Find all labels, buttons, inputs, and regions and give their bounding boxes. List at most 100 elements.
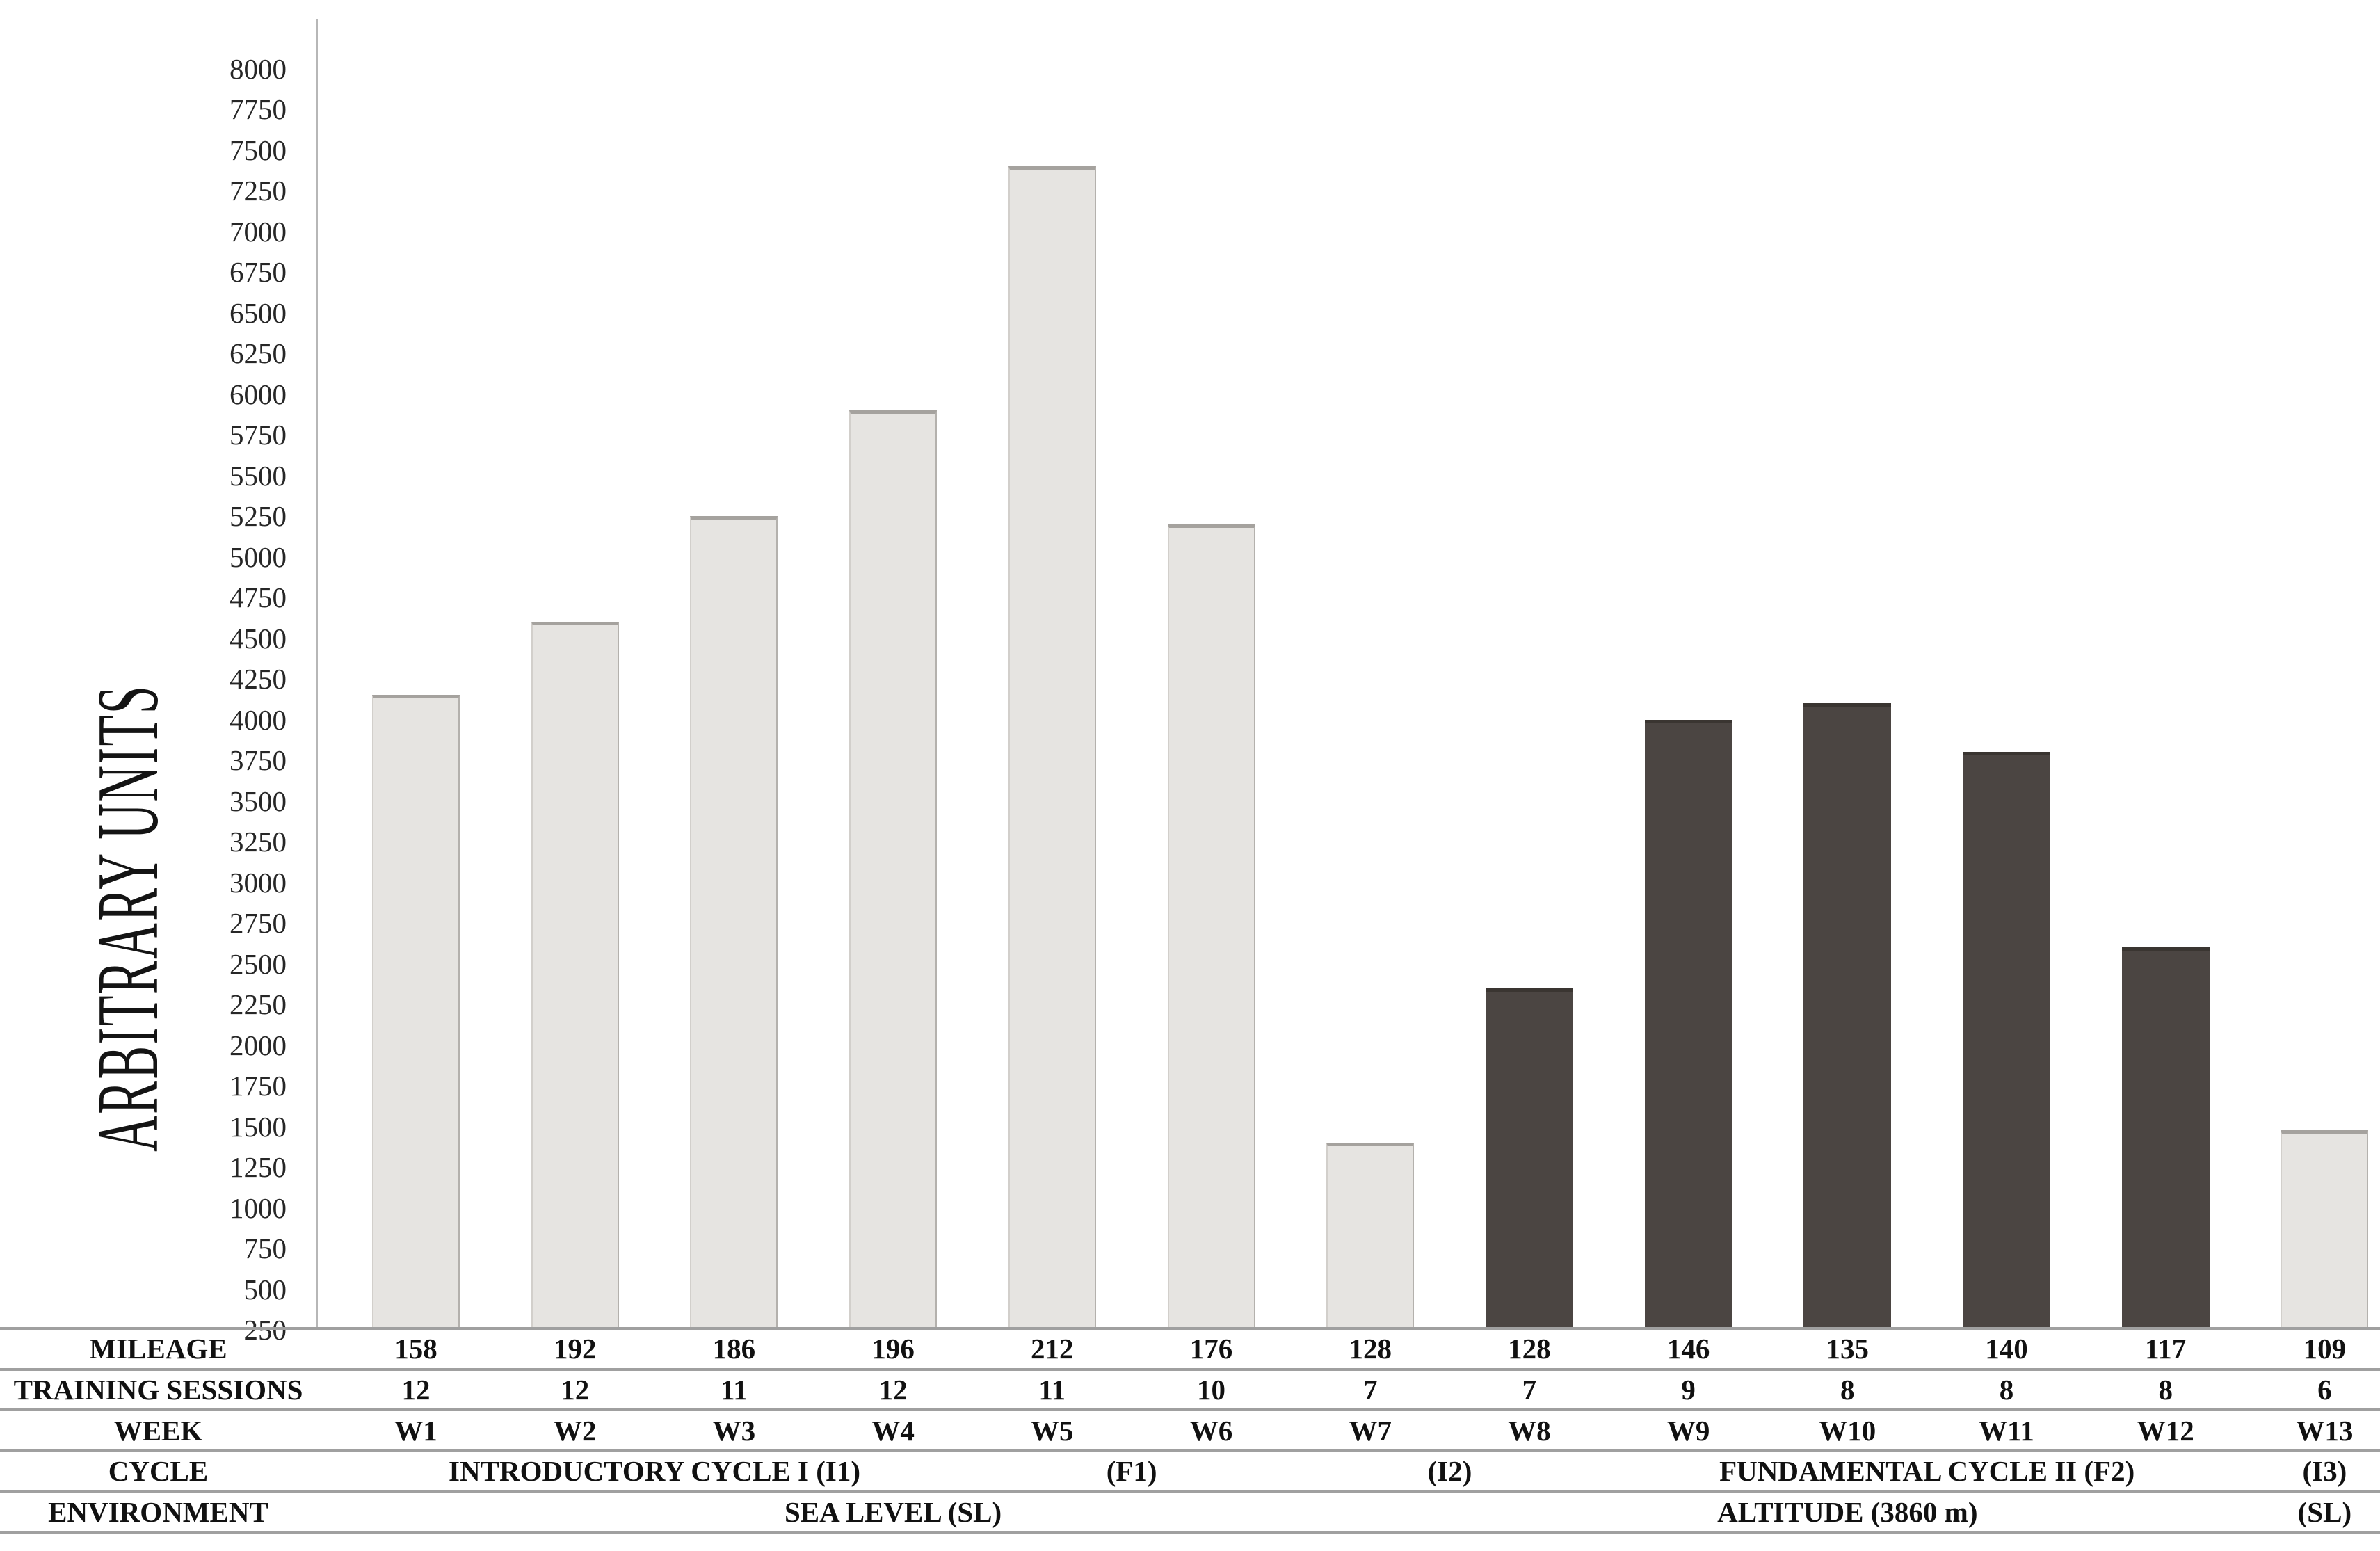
bar-w8	[1485, 988, 1573, 1330]
y-tick-label: 3750	[230, 744, 287, 776]
week-label: W4	[871, 1414, 915, 1447]
mileage-value: 128	[1508, 1333, 1551, 1365]
sessions-value: 11	[1038, 1373, 1066, 1406]
y-tick-label: 5750	[230, 419, 287, 451]
y-tick-label: 1000	[230, 1191, 287, 1224]
week-label: W3	[712, 1414, 756, 1447]
table-rule	[0, 1449, 2380, 1452]
y-tick-label: 7250	[230, 175, 287, 207]
cycle-span: (I2)	[1427, 1455, 1472, 1488]
y-tick-label: 2750	[230, 907, 287, 939]
y-tick-label: 2000	[230, 1029, 287, 1061]
environment-span: ALTITUDE (3860 m)	[1717, 1495, 1978, 1528]
environment-span: (SL)	[2297, 1495, 2352, 1528]
bar-w13	[2281, 1130, 2369, 1330]
sessions-value: 7	[1362, 1373, 1378, 1406]
bar-w1	[372, 695, 460, 1330]
mileage-value: 192	[553, 1333, 597, 1365]
y-tick-label: 1750	[230, 1070, 287, 1102]
bar-w11	[1963, 752, 2050, 1330]
cycle-span: FUNDAMENTAL CYCLE II (F2)	[1719, 1455, 2135, 1488]
sessions-value: 9	[1681, 1373, 1696, 1406]
y-tick-label: 3250	[230, 826, 287, 858]
y-tick-label: 3500	[230, 785, 287, 817]
bar-w7	[1326, 1142, 1415, 1330]
bar-w3	[690, 516, 778, 1330]
week-label: W8	[1508, 1414, 1551, 1447]
table-rule	[0, 1408, 2380, 1412]
mileage-value: 109	[2303, 1333, 2347, 1365]
mileage-value: 135	[1826, 1333, 1870, 1365]
row-label-mileage: MILEAGE	[89, 1333, 227, 1365]
y-tick-label: 7000	[230, 215, 287, 248]
y-tick-label: 8000	[230, 52, 287, 85]
row-label-cycle: CYCLE	[108, 1455, 209, 1488]
week-label: W10	[1819, 1414, 1876, 1447]
sessions-value: 10	[1196, 1373, 1225, 1406]
y-tick-label: 4000	[230, 703, 287, 736]
sessions-value: 11	[721, 1373, 748, 1406]
week-label: W12	[2137, 1414, 2194, 1447]
table-rule	[0, 1367, 2380, 1371]
mileage-value: 140	[1985, 1333, 2028, 1365]
y-tick-label: 5250	[230, 500, 287, 532]
row-label-environment: ENVIRONMENT	[48, 1495, 268, 1528]
bar-w9	[1644, 719, 1732, 1330]
y-tick-label: 1250	[230, 1151, 287, 1183]
bar-w10	[1803, 703, 1892, 1330]
y-tick-label: 4500	[230, 622, 287, 654]
y-tick-label: 6000	[230, 378, 287, 410]
y-tick-label: 2250	[230, 988, 287, 1020]
mileage-value: 212	[1031, 1333, 1074, 1365]
y-tick-label: 4750	[230, 581, 287, 613]
mileage-value: 196	[871, 1333, 915, 1365]
mileage-value: 128	[1349, 1333, 1392, 1365]
week-label: W7	[1349, 1414, 1392, 1447]
week-label: W1	[394, 1414, 437, 1447]
cycle-span: (I3)	[2302, 1455, 2347, 1488]
environment-span: SEA LEVEL (SL)	[784, 1495, 1002, 1528]
y-tick-label: 6500	[230, 296, 287, 329]
y-tick-label: 7500	[230, 134, 287, 166]
sessions-value: 12	[561, 1373, 590, 1406]
y-tick-label: 5500	[230, 459, 287, 492]
y-tick-label: 1500	[230, 1110, 287, 1143]
bar-w2	[531, 622, 619, 1330]
row-label-training-sessions: TRAINING SESSIONS	[13, 1373, 303, 1406]
week-label: W9	[1666, 1414, 1710, 1447]
mileage-value: 186	[712, 1333, 756, 1365]
y-tick-label: 500	[243, 1273, 287, 1305]
sessions-value: 8	[1840, 1373, 1855, 1406]
sessions-value: 12	[401, 1373, 431, 1406]
y-tick-label: 4250	[230, 663, 287, 695]
table-rule	[0, 1531, 2380, 1534]
bar-w12	[2121, 947, 2210, 1330]
y-tick-label: 750	[243, 1232, 287, 1264]
mileage-value: 158	[394, 1333, 437, 1365]
bar-w6	[1167, 524, 1255, 1330]
y-axis-line	[316, 19, 318, 1330]
week-label: W2	[553, 1414, 597, 1447]
sessions-value: 6	[2317, 1373, 2332, 1406]
sessions-value: 8	[1999, 1373, 2014, 1406]
row-label-week: WEEK	[113, 1414, 203, 1447]
mileage-value: 146	[1666, 1333, 1710, 1365]
table-rule	[0, 1490, 2380, 1493]
y-tick-label: 6750	[230, 256, 287, 288]
y-tick-label: 5000	[230, 540, 287, 573]
cycle-span: INTRODUCTORY CYCLE I (I1)	[449, 1455, 861, 1488]
table-rule	[0, 1327, 2380, 1330]
y-tick-label: 2500	[230, 947, 287, 980]
bar-w4	[849, 410, 938, 1330]
cycle-span: (F1)	[1106, 1455, 1157, 1488]
week-label: W5	[1031, 1414, 1074, 1447]
sessions-value: 12	[878, 1373, 908, 1406]
week-label: W13	[2296, 1414, 2354, 1447]
y-tick-label: 250	[243, 1314, 287, 1346]
mileage-value: 176	[1189, 1333, 1233, 1365]
y-tick-label: 6250	[230, 337, 287, 369]
mileage-value: 117	[2145, 1333, 2187, 1365]
sessions-value: 8	[2158, 1373, 2173, 1406]
week-label: W6	[1189, 1414, 1233, 1447]
